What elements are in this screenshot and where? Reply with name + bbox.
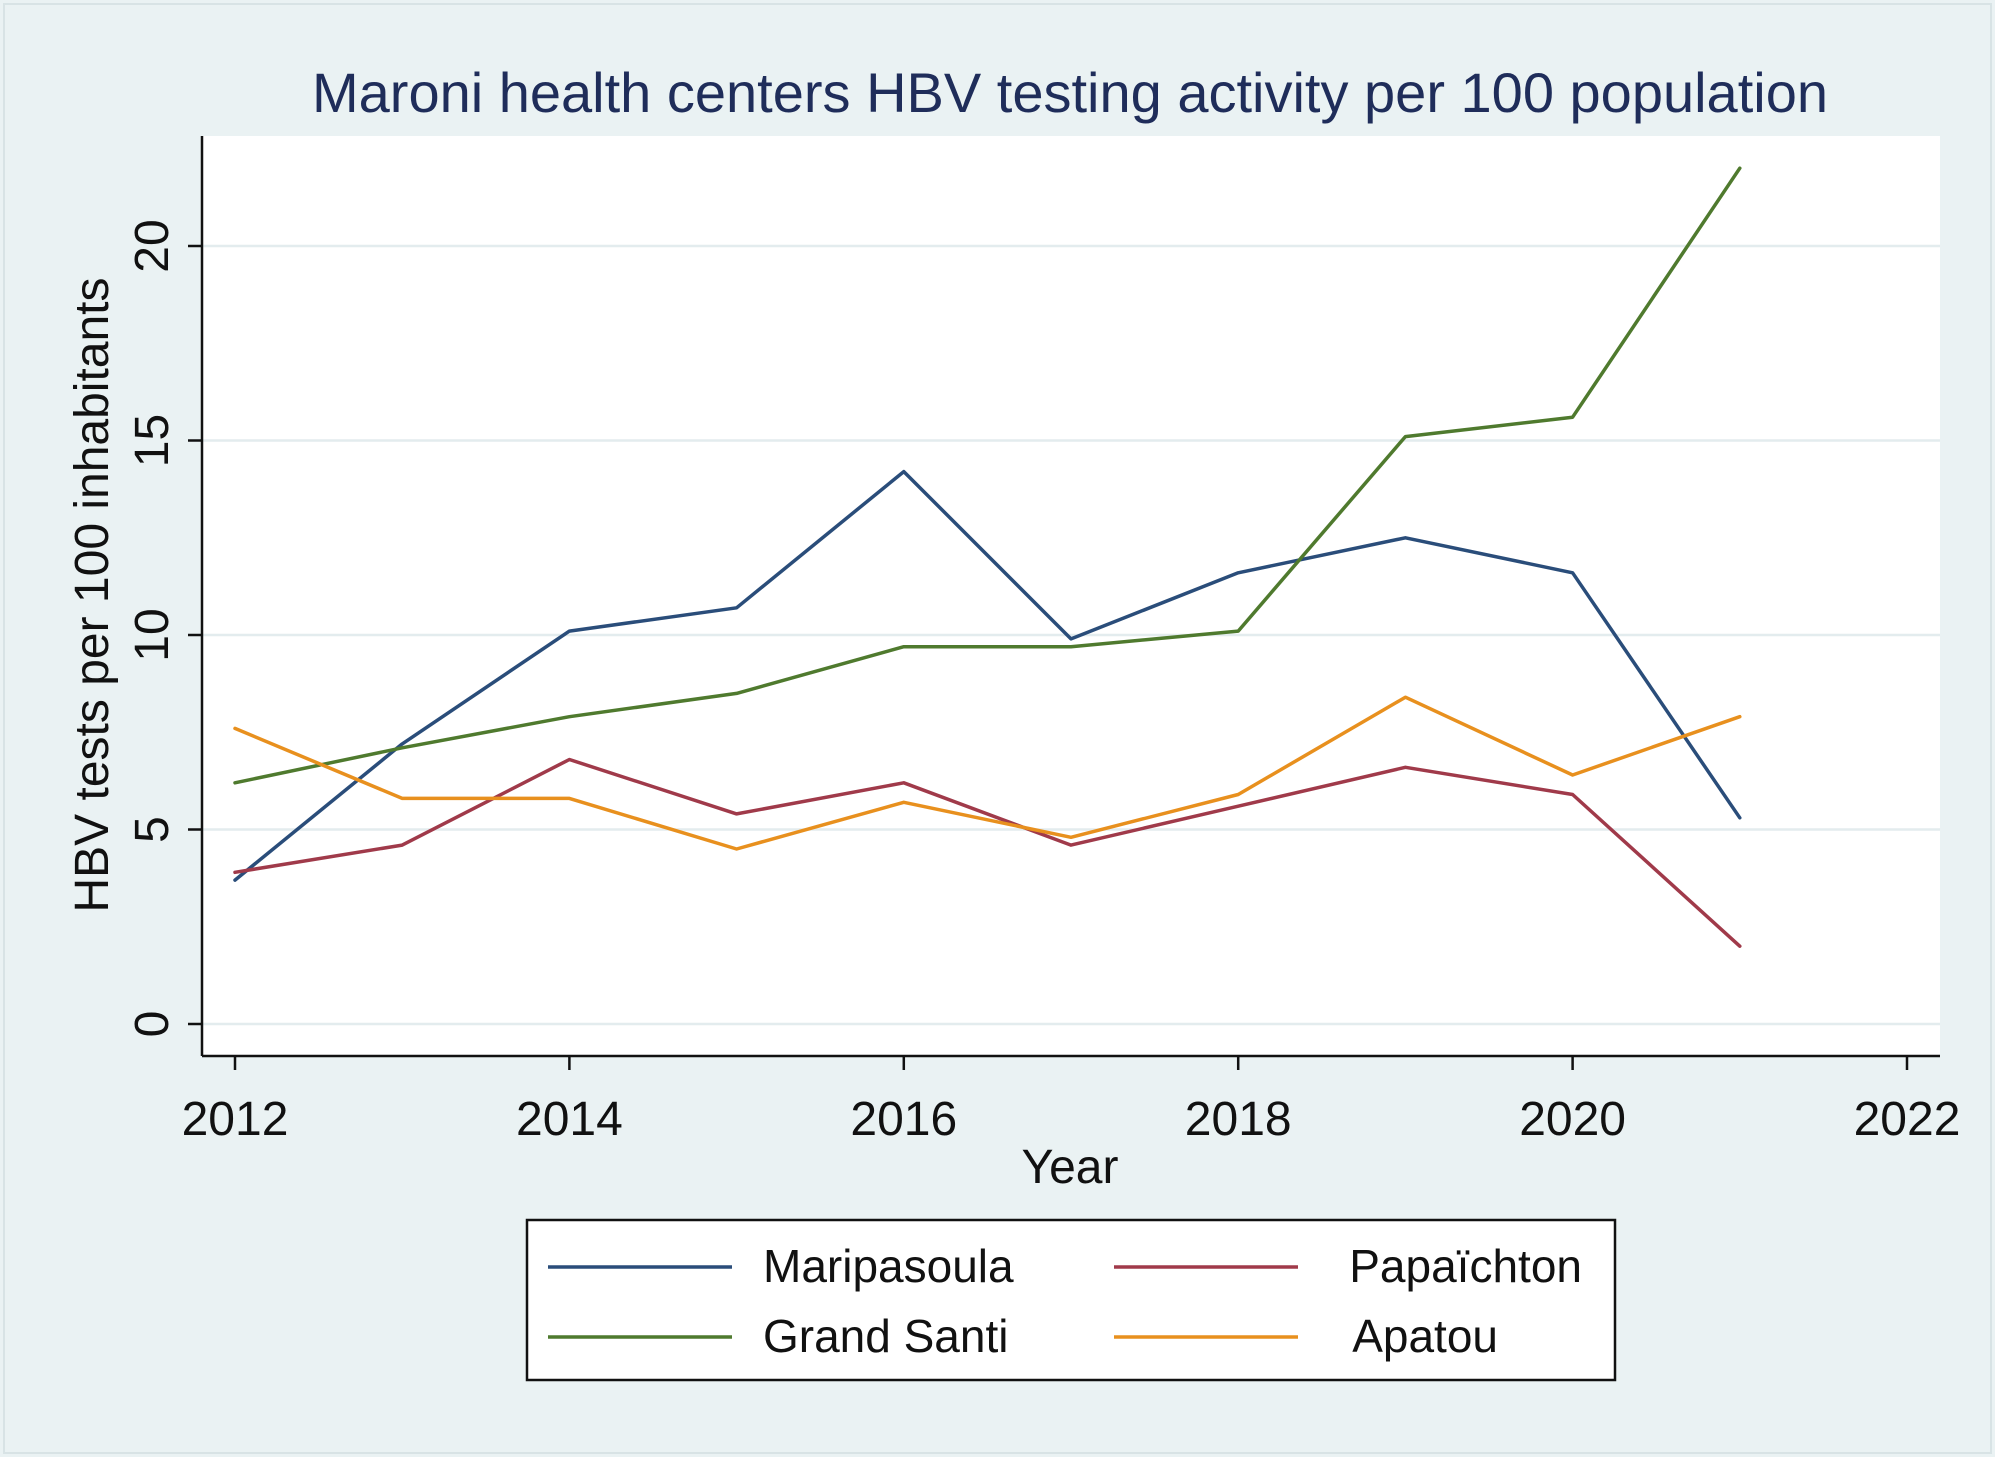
legend-label-papa-chton: Papaïchton (1349, 1240, 1582, 1292)
y-tick-label-10: 10 (126, 608, 179, 661)
x-tick-label-2018: 2018 (1185, 1093, 1292, 1146)
y-tick-label-5: 5 (126, 816, 179, 843)
y-axis-title: HBV tests per 100 inhabitants (66, 277, 119, 912)
legend-label-maripasoula: Maripasoula (763, 1240, 1014, 1292)
x-tick-label-2020: 2020 (1519, 1093, 1626, 1146)
y-tick-label-0: 0 (126, 1011, 179, 1038)
series-line-maripasoula (233, 469, 1742, 882)
legend: Maripasoula Papaïchton Grand Santi Apatou (525, 1218, 1617, 1382)
y-tick-label-15: 15 (126, 414, 179, 467)
legend-items: Maripasoula Papaïchton Grand Santi Apatou (548, 1240, 1582, 1362)
x-tick-label-2022: 2022 (1854, 1093, 1961, 1146)
plot-area-background (202, 136, 1940, 1056)
x-axis-title: Year (1022, 1141, 1119, 1194)
legend-box (525, 1218, 1617, 1382)
x-tick-label-2014: 2014 (516, 1093, 623, 1146)
chart-title: Maroni health centers HBV testing activi… (312, 61, 1828, 124)
legend-label-grand-santi: Grand Santi (763, 1310, 1008, 1362)
x-tick-label-2012: 2012 (182, 1093, 289, 1146)
series-line-apatou (233, 695, 1742, 851)
y-tick-label-20: 20 (126, 219, 179, 272)
series-line-papa-chton (233, 757, 1742, 948)
figure-border (3, 3, 1992, 1454)
legend-label-apatou: Apatou (1352, 1310, 1498, 1362)
series-layer (233, 166, 1742, 948)
x-tick-label-2016: 2016 (850, 1093, 957, 1146)
grid-layer (202, 244, 1940, 1026)
series-line-grand-santi (233, 166, 1742, 785)
axis-layer: 0 5 10 15 20 2012 2014 2016 2018 2020 2022 (126, 136, 1960, 1146)
